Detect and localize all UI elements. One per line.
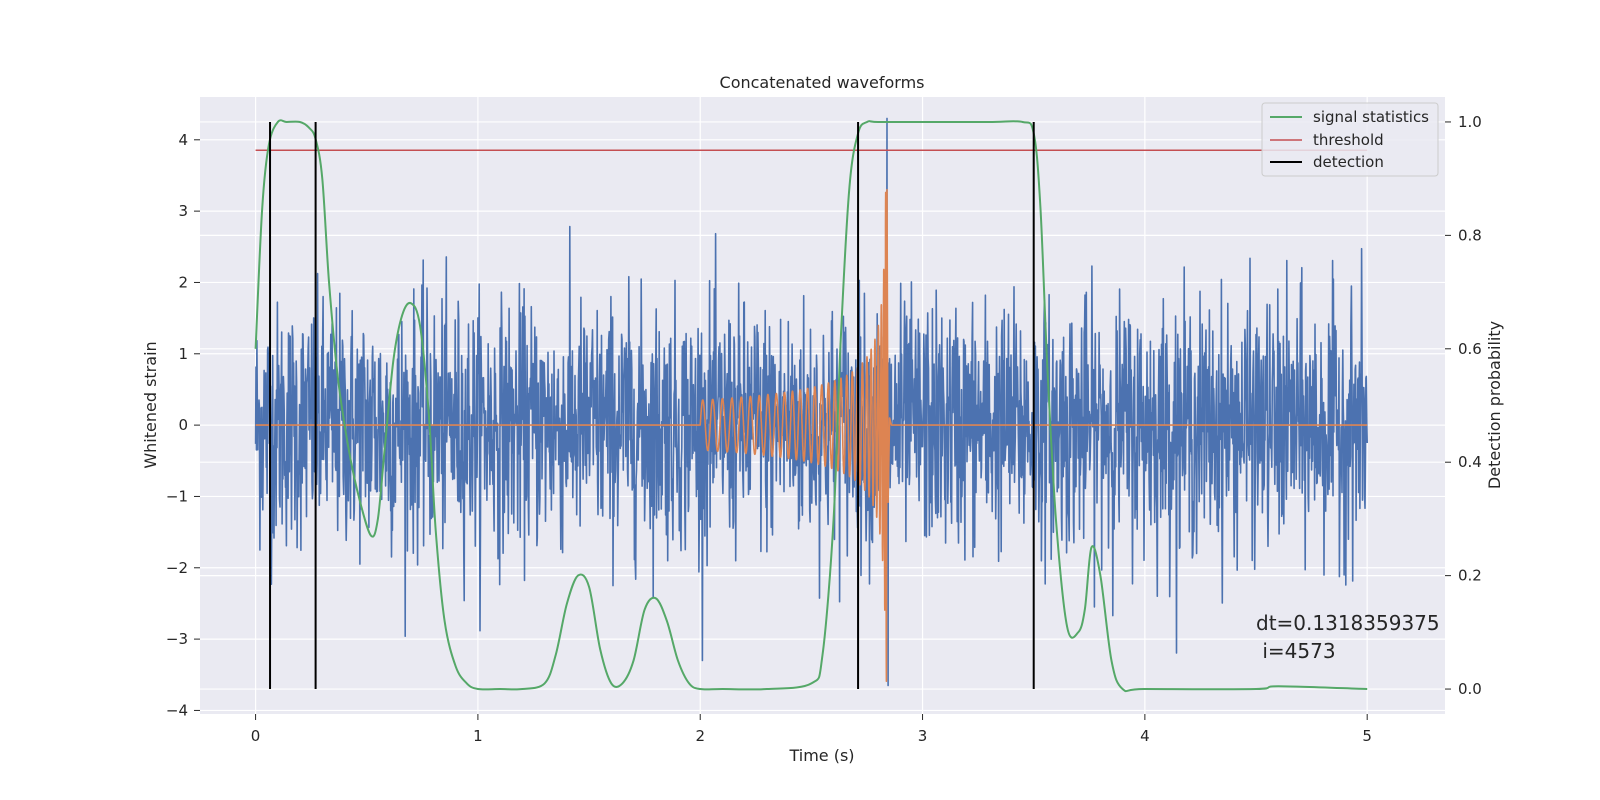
- legend-label-detection: detection: [1313, 153, 1384, 171]
- x-tick-label: 0: [251, 727, 261, 745]
- legend-box: [1261, 102, 1439, 177]
- y2-axis-ticks: 0.0 0.2 0.4 0.6 0.8 1.0: [1445, 113, 1482, 698]
- legend-label-threshold: threshold: [1313, 131, 1384, 149]
- y2-axis-label: Detection probability: [1485, 321, 1504, 489]
- y2-tick-label: 0.0: [1458, 680, 1482, 698]
- x-tick-label: 3: [918, 727, 928, 745]
- y-tick-label: −2: [166, 559, 188, 577]
- x-axis-label: Time (s): [788, 746, 854, 765]
- x-tick-label: 4: [1140, 727, 1150, 745]
- y2-tick-label: 1.0: [1458, 113, 1482, 131]
- x-tick-label: 5: [1362, 727, 1372, 745]
- chart-title: Concatenated waveforms: [720, 73, 925, 92]
- y-tick-label: 4: [178, 131, 188, 149]
- signal-statistics-line: [254, 119, 1368, 693]
- y-tick-label: 0: [178, 416, 188, 434]
- y-axis-label: Whitened strain: [141, 341, 160, 468]
- y2-tick-label: 0.6: [1458, 340, 1482, 358]
- y-axis-ticks: −4 −3 −2 −1 0 1 2 3 4: [166, 131, 200, 719]
- y-tick-label: −4: [166, 701, 188, 719]
- annotation-i: i=4573: [1256, 639, 1336, 663]
- legend: signal statistics threshold detection: [1261, 102, 1439, 177]
- x-tick-label: 2: [695, 727, 705, 745]
- legend-label-signal-statistics: signal statistics: [1313, 108, 1429, 126]
- annotation-dt: dt=0.1318359375: [1256, 611, 1440, 635]
- y-tick-label: 2: [178, 273, 188, 291]
- injected-waveform-trace: [255, 188, 1368, 683]
- y2-tick-label: 0.8: [1458, 226, 1482, 244]
- y-tick-label: −3: [166, 630, 188, 648]
- y-tick-label: 1: [178, 345, 188, 363]
- x-tick-label: 1: [473, 727, 483, 745]
- strain-noise-trace: [254, 117, 1368, 687]
- y2-tick-label: 0.4: [1458, 453, 1482, 471]
- y-tick-label: 3: [178, 202, 188, 220]
- y2-tick-label: 0.2: [1458, 567, 1482, 585]
- y-tick-label: −1: [166, 487, 188, 505]
- data-layer: [254, 117, 1368, 693]
- x-axis-ticks: 0 1 2 3 4 5: [251, 714, 1372, 745]
